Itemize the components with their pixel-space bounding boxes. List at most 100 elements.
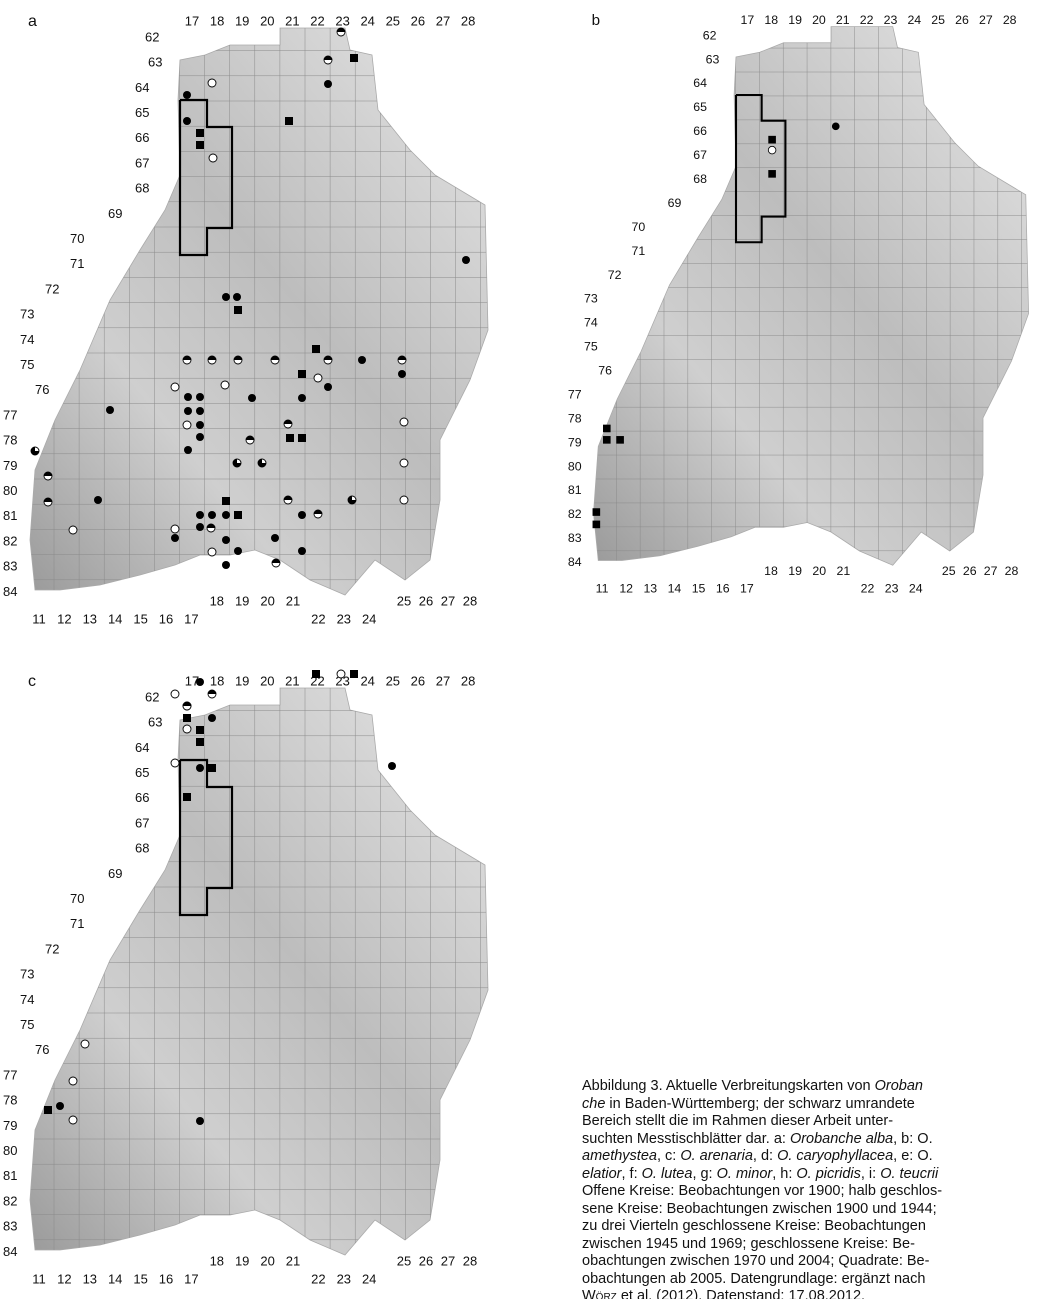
marker-square: [196, 141, 204, 149]
row-label: 64: [693, 76, 707, 90]
marker-open: [400, 496, 408, 504]
marker-square: [222, 497, 230, 505]
column-label: 18: [210, 673, 224, 688]
row-label: 62: [703, 28, 717, 42]
marker-square: [285, 117, 293, 125]
marker-square: [234, 511, 242, 519]
row-label: 84: [3, 1244, 17, 1259]
row-label: 83: [568, 531, 582, 545]
column-label: 25: [386, 673, 400, 688]
marker-filled: [233, 293, 241, 301]
row-label: 79: [568, 435, 582, 449]
marker-square: [234, 306, 242, 314]
row-label: 70: [70, 891, 84, 906]
bottom-label: 20: [260, 1253, 274, 1268]
caption-line: che in Baden-Württemberg; der schwarz um…: [582, 1096, 1049, 1114]
row-label: 75: [20, 357, 34, 372]
column-label: 24: [907, 13, 921, 27]
bottom-label: 18: [764, 564, 778, 578]
caption-line: Wörz et al. (2012). Datenstand: 17.08.20…: [582, 1288, 1049, 1299]
panel-label: b: [592, 12, 600, 29]
row-label: 66: [693, 124, 707, 138]
marker-filled: [398, 370, 406, 378]
column-label: 19: [788, 13, 802, 27]
marker-filled: [196, 1117, 204, 1125]
column-label: 27: [436, 673, 450, 688]
marker-filled: [462, 256, 470, 264]
row-label: 67: [693, 148, 707, 162]
marker-open: [81, 1040, 89, 1048]
bottom-label: 23: [337, 611, 351, 626]
marker-filled: [196, 407, 204, 415]
caption-line: zu drei Vierteln geschlossene Kreise: Be…: [582, 1218, 1049, 1236]
bottom-label: 23: [337, 1271, 351, 1286]
bottom-label: 25: [397, 1253, 411, 1268]
bottom-label: 26: [419, 593, 433, 608]
column-label: 18: [210, 13, 224, 28]
marker-filled: [184, 407, 192, 415]
marker-filled: [222, 561, 230, 569]
bottom-label: 19: [788, 564, 802, 578]
row-label: 82: [3, 1193, 17, 1208]
row-label: 68: [693, 172, 707, 186]
column-label: 28: [1003, 13, 1017, 27]
row-label: 80: [568, 459, 582, 473]
marker-square: [350, 54, 358, 62]
bottom-label: 28: [1005, 564, 1019, 578]
bottom-label: 21: [836, 564, 850, 578]
column-label: 25: [931, 13, 945, 27]
column-label: 28: [461, 673, 475, 688]
marker-open: [314, 374, 322, 382]
row-label: 65: [693, 100, 707, 114]
marker-square: [350, 670, 358, 678]
marker-square: [603, 436, 611, 444]
marker-open: [69, 1116, 77, 1124]
column-label: 21: [836, 13, 850, 27]
caption-line: zwischen 1945 und 1969; geschlossene Kre…: [582, 1236, 1049, 1254]
map-area: [30, 28, 488, 595]
row-label: 82: [3, 533, 17, 548]
row-label: 81: [3, 508, 17, 523]
marker-square: [616, 436, 624, 444]
marker-open: [69, 526, 77, 534]
bottom-label: 27: [441, 1253, 455, 1268]
marker-open: [337, 670, 345, 678]
marker-open: [208, 79, 216, 87]
row-label: 71: [632, 244, 646, 258]
column-label: 24: [360, 673, 374, 688]
row-label: 74: [20, 332, 34, 347]
marker-square: [183, 793, 191, 801]
bottom-label: 27: [984, 564, 998, 578]
bottom-label: 11: [32, 611, 46, 626]
bottom-label: 16: [159, 611, 173, 626]
bottom-label: 19: [235, 593, 249, 608]
marker-open: [171, 383, 179, 391]
bottom-label: 24: [909, 581, 923, 595]
row-label: 81: [3, 1168, 17, 1183]
marker-filled: [248, 394, 256, 402]
row-label: 71: [70, 256, 84, 271]
marker-filled: [208, 714, 216, 722]
marker-filled: [271, 534, 279, 542]
column-label: 25: [386, 13, 400, 28]
marker-filled: [298, 511, 306, 519]
marker-square: [312, 345, 320, 353]
column-label: 23: [884, 13, 898, 27]
bottom-label: 21: [286, 1253, 300, 1268]
row-label: 83: [3, 559, 17, 574]
marker-square: [768, 170, 776, 178]
row-label: 83: [3, 1219, 17, 1234]
marker-square: [593, 521, 601, 529]
column-label: 27: [436, 13, 450, 28]
bottom-label: 27: [441, 593, 455, 608]
column-label: 20: [260, 13, 274, 28]
row-label: 63: [148, 715, 162, 730]
row-label: 63: [148, 55, 162, 70]
marker-open: [208, 548, 216, 556]
row-label: 72: [608, 268, 622, 282]
column-label: 26: [411, 13, 425, 28]
row-label: 76: [35, 382, 49, 397]
column-label: 22: [860, 13, 874, 27]
row-label: 74: [20, 992, 34, 1007]
bottom-label: 16: [716, 581, 730, 595]
